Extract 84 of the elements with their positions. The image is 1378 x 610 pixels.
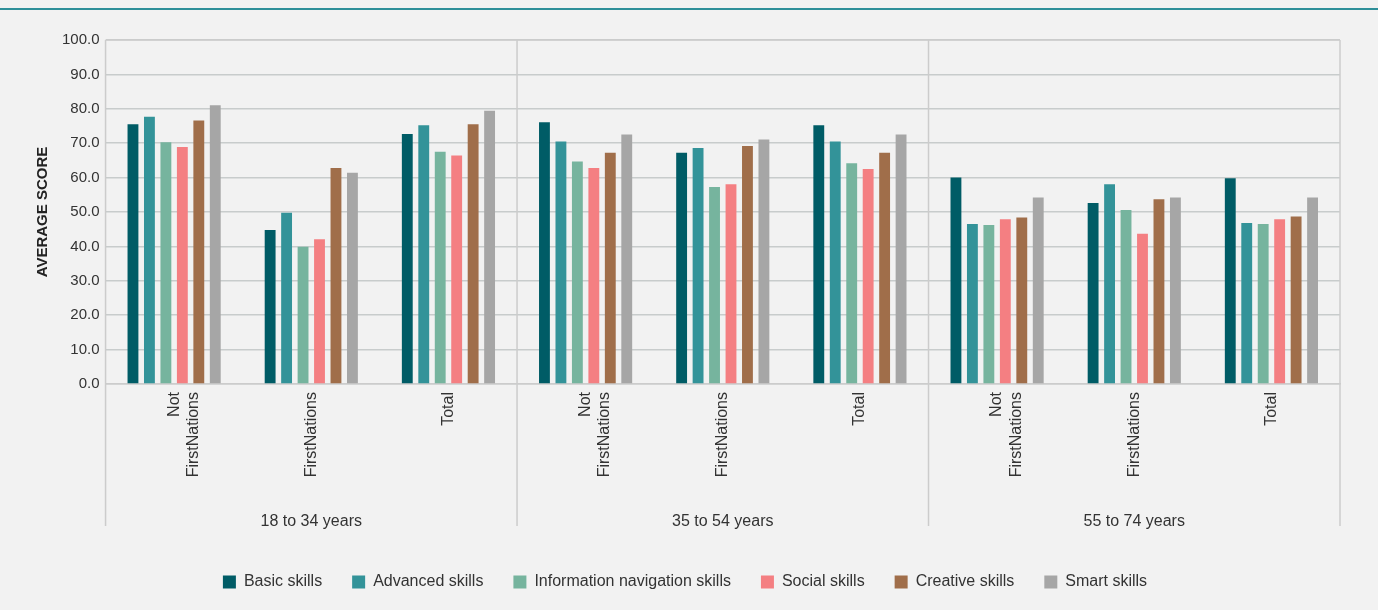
bar — [862, 169, 874, 384]
bar — [1257, 224, 1269, 384]
bar — [467, 124, 479, 384]
bar — [709, 186, 720, 384]
bar — [966, 224, 978, 384]
text: 35 to 54 years — [672, 512, 774, 530]
y-tick-label: 70.0 — [70, 133, 100, 151]
legend-label: Basic skills — [243, 572, 323, 590]
bar — [281, 212, 293, 384]
bar — [621, 134, 633, 384]
bar — [314, 239, 325, 384]
x-tick-label: Total — [1261, 392, 1279, 426]
bar — [1137, 233, 1148, 384]
bar — [176, 146, 188, 384]
bar — [676, 152, 688, 384]
bar — [1104, 184, 1115, 384]
x-tick-label: FirstNations — [713, 392, 731, 478]
legend-label: Creative skills — [915, 572, 1015, 590]
legend-label: Information navigation skills — [534, 572, 731, 590]
bar — [434, 151, 446, 384]
y-tick-label: 0.0 — [78, 374, 100, 392]
bar — [418, 125, 430, 384]
bar — [1087, 203, 1099, 384]
x-tick-label: Total — [850, 392, 868, 426]
bar — [451, 155, 463, 384]
text: 18 to 34 years — [260, 512, 362, 530]
bar — [330, 167, 342, 384]
bar — [401, 133, 413, 384]
bar — [484, 110, 496, 384]
bar — [604, 152, 616, 384]
bar — [895, 134, 907, 384]
bar — [347, 172, 358, 384]
bar — [193, 120, 205, 384]
bar — [1274, 219, 1286, 384]
bar — [725, 184, 737, 384]
bar — [555, 141, 567, 384]
bar — [1016, 217, 1028, 384]
y-tick-label: 10.0 — [70, 339, 100, 357]
bar — [742, 145, 753, 384]
y-tick-label: 40.0 — [70, 236, 100, 254]
y-tick-label: 50.0 — [70, 202, 100, 220]
bar — [983, 225, 995, 384]
bar — [813, 125, 825, 384]
bar — [1290, 216, 1302, 384]
x-tick-label: FirstNations — [301, 392, 319, 478]
x-tick-label: Not FirstNations — [987, 391, 1024, 478]
bar — [588, 167, 600, 384]
legend-label: Social skills — [781, 572, 865, 590]
bar — [829, 141, 841, 384]
bar — [1307, 197, 1318, 384]
bar — [1224, 178, 1236, 384]
legend-label: Smart skills — [1065, 572, 1148, 590]
bar — [1153, 199, 1165, 384]
bar — [950, 177, 962, 384]
y-tick-label: 30.0 — [70, 270, 100, 288]
text: 55 to 74 years — [1083, 512, 1185, 530]
bar — [144, 116, 155, 384]
x-tick-label: Not FirstNations — [576, 391, 613, 478]
x-tick-label: FirstNations — [1124, 392, 1142, 478]
bar — [160, 142, 172, 384]
y-tick-label: 60.0 — [70, 167, 100, 185]
bar — [539, 122, 550, 384]
bar — [758, 139, 770, 384]
bar — [879, 152, 891, 384]
legend-label: Advanced skills — [373, 572, 484, 590]
y-axis-title: AVERAGE SCORE — [33, 146, 51, 278]
bar — [209, 105, 221, 384]
y-tick-label: 80.0 — [70, 98, 100, 116]
bar — [846, 163, 858, 384]
bar — [692, 148, 704, 384]
bar — [297, 246, 309, 384]
bar — [127, 124, 139, 384]
bar — [264, 229, 276, 384]
bar — [571, 161, 583, 384]
bar — [1120, 209, 1132, 384]
bar — [999, 219, 1011, 384]
x-tick-label: Not FirstNations — [164, 391, 201, 478]
y-tick-label: 100.0 — [61, 30, 100, 48]
x-tick-label: Total — [438, 392, 456, 426]
bar — [1169, 197, 1181, 384]
bar — [1241, 223, 1253, 384]
y-tick-label: 20.0 — [70, 305, 100, 323]
bar — [1032, 197, 1044, 384]
y-tick-label: 90.0 — [70, 64, 100, 82]
